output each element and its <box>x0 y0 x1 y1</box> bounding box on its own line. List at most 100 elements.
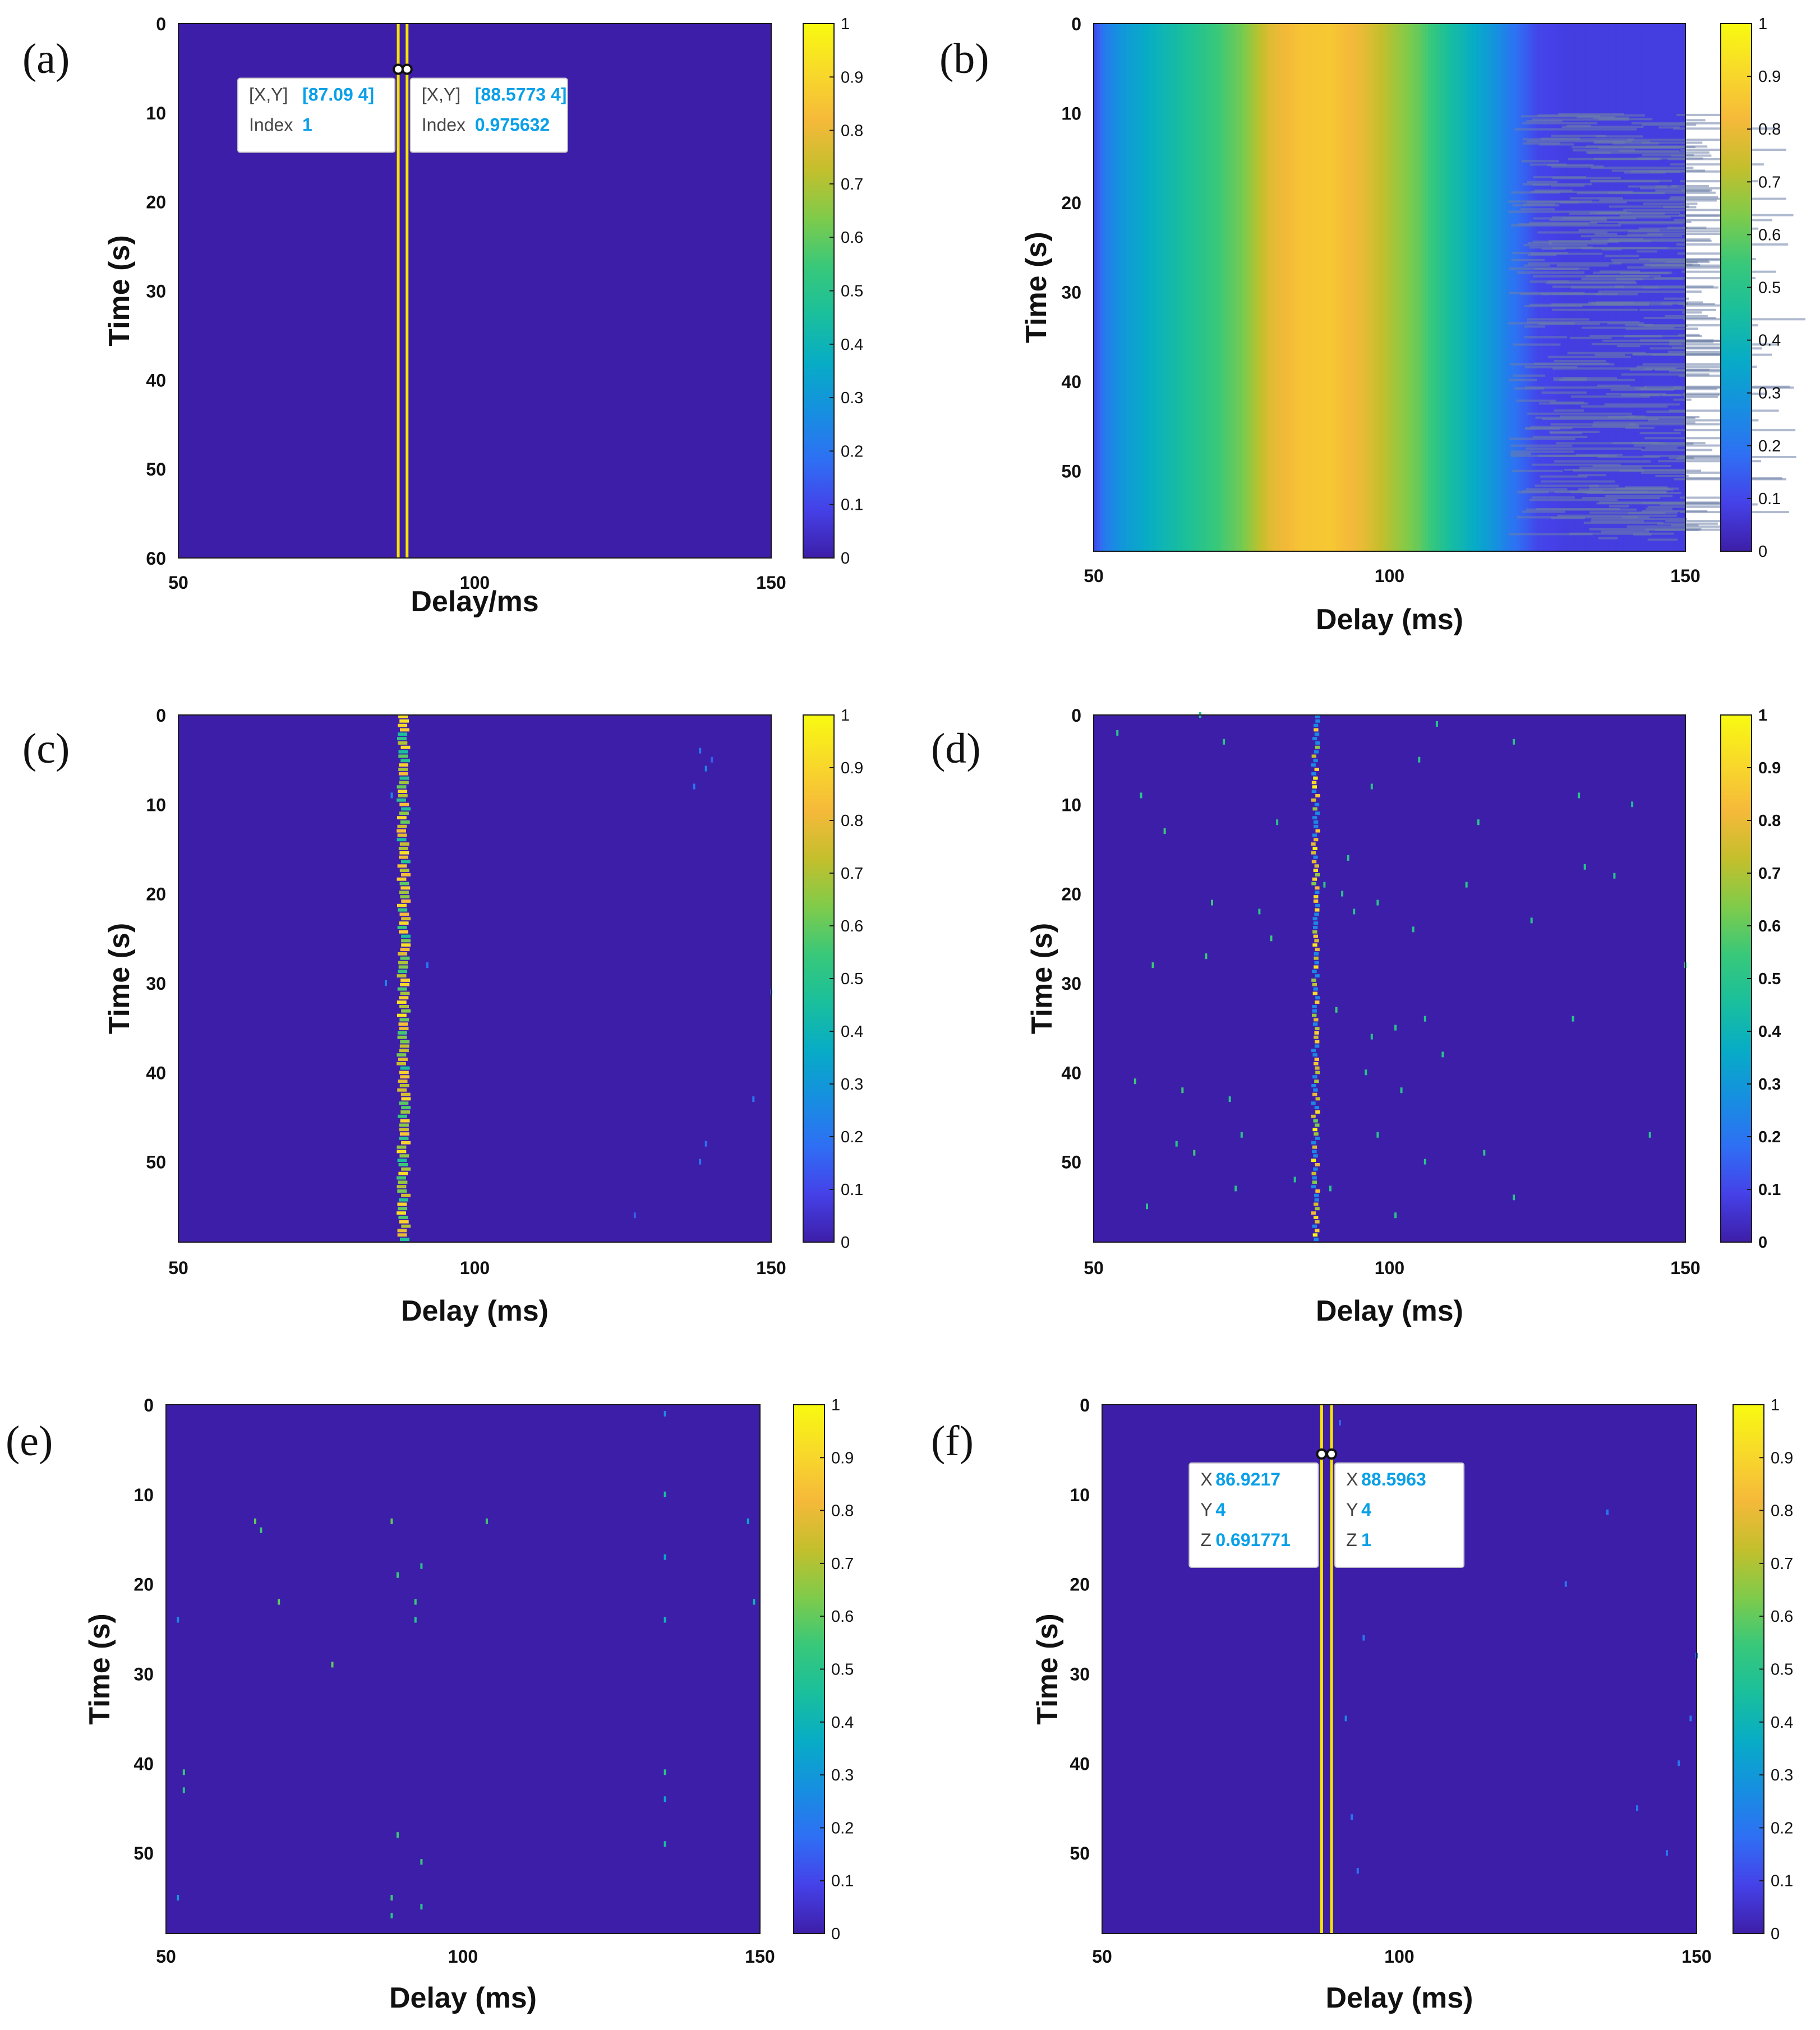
panel-b-column <box>1238 24 1242 551</box>
panel-b-column <box>1522 24 1526 551</box>
panel-e-colorbar-tick: 0.8 <box>831 1502 854 1520</box>
panel-b-noise <box>1526 119 1563 122</box>
panel-c-ridge-cell <box>399 763 408 767</box>
panel-e-point <box>664 1411 666 1417</box>
panel-e-colorbar-tick: 0 <box>831 1925 840 1943</box>
panel-b-noise <box>1517 271 1585 274</box>
panel-b-noise <box>1554 460 1651 463</box>
panel-c-colorbar-tick: 0.8 <box>841 812 863 830</box>
panel-b-noise <box>1552 367 1676 370</box>
panel-b-noise <box>1525 427 1573 430</box>
panel-d-ridge-cell <box>1312 917 1317 921</box>
panel-c-ridge-cell <box>399 1132 409 1136</box>
panel-b-noise <box>1567 352 1646 354</box>
panel-b-noise <box>1647 538 1678 541</box>
panel-b-column <box>1135 24 1139 551</box>
panel-d-ridge-cell <box>1311 882 1316 885</box>
panel-c-point <box>699 1159 702 1165</box>
panel-a-colorbar-tick: 1 <box>841 15 850 33</box>
panel-b-noise <box>1529 303 1649 306</box>
panel-f-datatip-marker[interactable] <box>1316 1448 1328 1460</box>
panel-b-noise <box>1551 516 1585 519</box>
panel-b-noise <box>1643 286 1718 289</box>
panel-b-column <box>1123 24 1127 551</box>
panel-a-datatip-marker[interactable] <box>401 63 413 75</box>
panel-e-plot-area <box>166 1405 760 1934</box>
panel-f-colorbar-tick: 0.2 <box>1771 1819 1793 1837</box>
panel-d-ridge-cell <box>1314 728 1319 732</box>
panel-b-noise <box>1605 495 1673 497</box>
panel-b-noise <box>1509 292 1585 294</box>
panel-f-datatip-marker[interactable] <box>1326 1448 1338 1460</box>
panel-e-point <box>397 1572 399 1578</box>
panel-d-ridge-cell <box>1314 802 1320 806</box>
panel-b-noise <box>1642 141 1703 144</box>
panel-b-noise <box>1531 496 1575 499</box>
panel-b-noise <box>1646 507 1672 510</box>
panel-c-plot-area <box>178 715 771 1242</box>
panel-b-column <box>1108 24 1112 551</box>
panel-c-ridge-cell <box>399 930 408 934</box>
panel-d-ridge-cell <box>1312 1075 1317 1079</box>
panel-e-x-tick: 100 <box>448 1946 478 1967</box>
panel-b-column <box>1440 24 1444 551</box>
panel-b-noise <box>1612 442 1706 445</box>
panel-b-noise <box>1636 365 1757 368</box>
panel-b-noise <box>1535 485 1599 487</box>
panel-b-noise <box>1638 324 1758 327</box>
panel-b-noise <box>1665 520 1724 523</box>
panel-b-column <box>1274 24 1278 551</box>
panel-e-y-label: Time (s) <box>84 1613 116 1724</box>
panel-c-ridge-cell <box>401 1224 411 1228</box>
panel-b-noise <box>1511 259 1545 261</box>
panel-e-point <box>485 1518 488 1524</box>
panel-c-ridge-cell <box>397 816 407 820</box>
panel-d-ridge-cell <box>1311 763 1316 767</box>
panel-b-column <box>1247 24 1251 551</box>
panel-b-noise <box>1591 167 1694 169</box>
panel-b-column <box>1392 24 1396 551</box>
panel-d-ridge-cell <box>1311 979 1316 982</box>
panel-e-point <box>260 1527 262 1533</box>
panel-d-y-tick: 30 <box>1061 974 1081 994</box>
panel-e-point <box>753 1599 755 1605</box>
panel-b-noise <box>1531 118 1629 121</box>
panel-b-column <box>1102 24 1106 551</box>
panel-d-ridge-cell <box>1313 869 1318 873</box>
panel-d-ridge-cell <box>1312 1233 1318 1237</box>
panel-e-point <box>331 1662 334 1668</box>
panel-c-ridge-cell <box>400 1238 409 1242</box>
panel-c-ridge-cell <box>398 952 408 956</box>
panel-a-datatip-marker[interactable] <box>393 63 404 75</box>
panel-b-colorbar-tick: 0.7 <box>1758 173 1781 191</box>
panel-b-noise <box>1552 216 1671 219</box>
panel-b-column <box>1298 24 1302 551</box>
panel-e-point <box>254 1518 256 1524</box>
panel-b-noise <box>1673 398 1692 401</box>
panel-c-ridge-cell <box>400 1119 410 1123</box>
panel-b-column <box>1369 24 1372 551</box>
panel-d-y-label: Time (s) <box>1026 923 1058 1034</box>
panel-d-point <box>1258 908 1261 915</box>
panel-d-ridge-cell <box>1311 1101 1316 1105</box>
panel-a-y-tick: 20 <box>146 192 166 213</box>
panel-d-ridge-cell <box>1314 750 1319 754</box>
panel-b-column <box>1363 24 1367 551</box>
panel-c-ridge-cell <box>399 1027 409 1031</box>
panel-d-ridge-cell <box>1315 948 1320 952</box>
panel-b-column <box>1200 24 1204 551</box>
panel-a-datatip-1[interactable]: [X,Y] [87.09 4] Index 1 <box>237 63 404 153</box>
panel-d-point <box>1193 1150 1196 1156</box>
panel-b-noise <box>1633 444 1730 447</box>
panel-c-colorbar <box>803 714 835 1243</box>
panel-f-colorbar-tick: 0.4 <box>1771 1714 1793 1732</box>
panel-e-point <box>177 1895 179 1901</box>
panel-d-ridge-cell <box>1315 1097 1320 1101</box>
panel-b-column <box>1283 24 1287 551</box>
panel-b-noise <box>1591 520 1644 523</box>
panel-c-ridge-cell <box>397 829 406 833</box>
panel-a-datatip-2[interactable]: [X,Y] [88.5773 4] Index 0.975632 <box>401 63 568 153</box>
panel-b-column <box>1383 24 1387 551</box>
